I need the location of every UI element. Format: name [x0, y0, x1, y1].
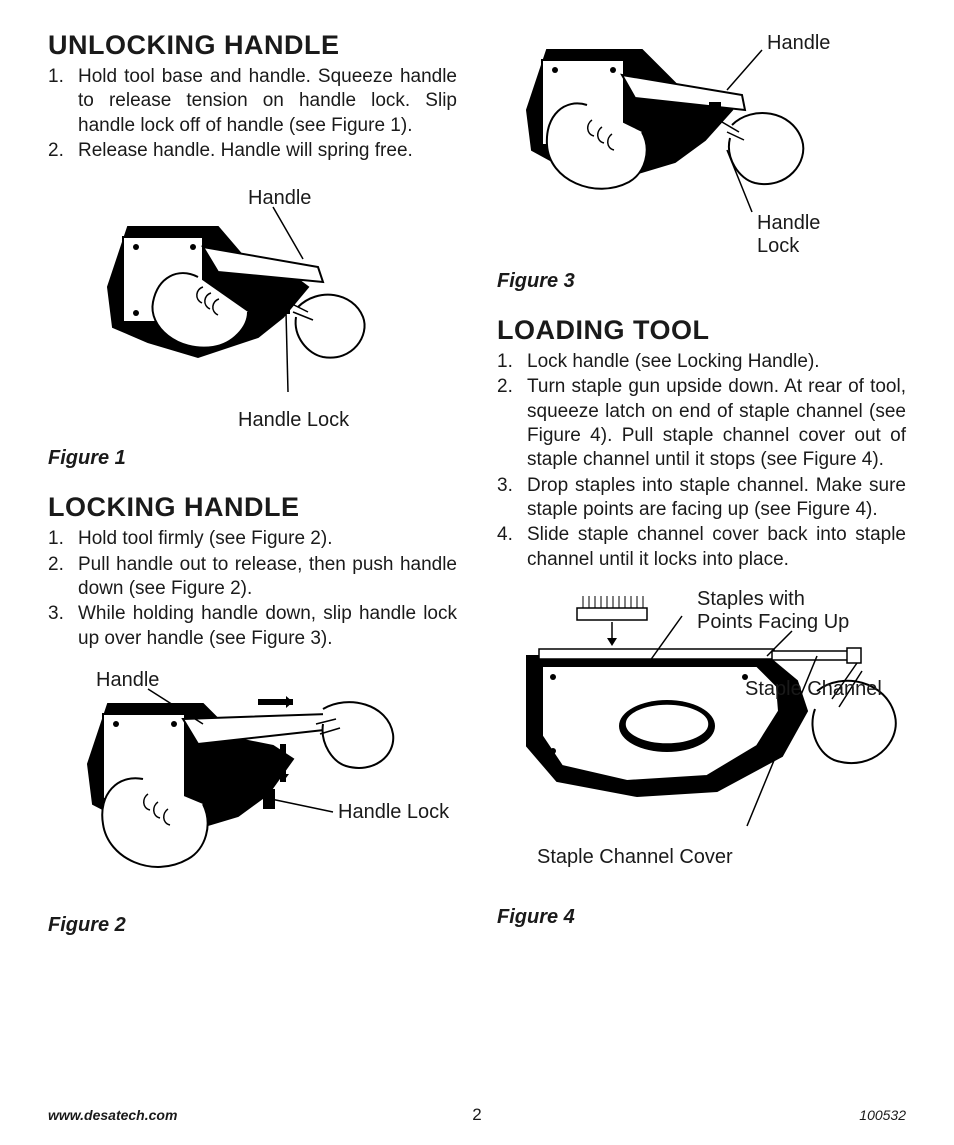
fig4-label-staples: Staples with Points Facing Up: [697, 588, 849, 634]
footer-page-number: 2: [472, 1105, 481, 1125]
figure-3: Handle Handle Lock: [497, 30, 906, 260]
list-item: Hold tool firmly (see Figure 2).: [48, 527, 457, 551]
fig1-label-lock: Handle Lock: [238, 409, 349, 432]
figure-3-caption: Figure 3: [497, 270, 906, 293]
figure-2-svg: [48, 669, 458, 904]
fig4-label-cover: Staple Channel Cover: [537, 846, 733, 869]
footer-url: www.desatech.com: [48, 1107, 177, 1123]
right-column: Handle Handle Lock Figure 3 LOADING TOOL…: [497, 30, 906, 937]
fig2-label-handle: Handle: [96, 669, 159, 692]
left-column: UNLOCKING HANDLE Hold tool base and hand…: [48, 30, 457, 937]
unlocking-heading: UNLOCKING HANDLE: [48, 30, 457, 61]
page-footer: www.desatech.com 2 100532: [48, 1107, 906, 1123]
locking-heading: LOCKING HANDLE: [48, 492, 457, 523]
loading-steps: Lock handle (see Locking Handle). Turn s…: [497, 350, 906, 572]
figure-1: Handle Handle Lock: [48, 177, 457, 437]
footer-doc-number: 100532: [859, 1107, 906, 1123]
list-item: Release handle. Handle will spring free.: [48, 139, 457, 163]
fig4-label-channel: Staple Channel: [745, 678, 882, 701]
figure-4-caption: Figure 4: [497, 906, 906, 929]
fig3-label-lock: Handle Lock: [757, 212, 820, 258]
list-item: Lock handle (see Locking Handle).: [497, 350, 906, 374]
figure-2-caption: Figure 2: [48, 914, 457, 937]
unlocking-steps: Hold tool base and handle. Squeeze handl…: [48, 65, 457, 163]
list-item: Drop staples into staple channel. Make s…: [497, 474, 906, 523]
figure-4: Staples with Points Facing Up Staple Cha…: [497, 586, 906, 896]
fig1-label-handle: Handle: [248, 187, 311, 210]
list-item: Turn staple gun upside down. At rear of …: [497, 375, 906, 472]
figure-3-svg: [497, 30, 907, 260]
fig3-label-handle: Handle: [767, 32, 830, 55]
figure-1-svg: [48, 177, 458, 437]
fig2-label-lock: Handle Lock: [338, 801, 449, 824]
locking-steps: Hold tool firmly (see Figure 2). Pull ha…: [48, 527, 457, 651]
figure-1-caption: Figure 1: [48, 447, 457, 470]
list-item: Pull handle out to release, then push ha…: [48, 553, 457, 602]
figure-2: Handle Handle Lock: [48, 669, 457, 904]
list-item: Hold tool base and handle. Squeeze handl…: [48, 65, 457, 138]
loading-heading: LOADING TOOL: [497, 315, 906, 346]
list-item: While holding handle down, slip handle l…: [48, 602, 457, 651]
list-item: Slide staple channel cover back into sta…: [497, 523, 906, 572]
